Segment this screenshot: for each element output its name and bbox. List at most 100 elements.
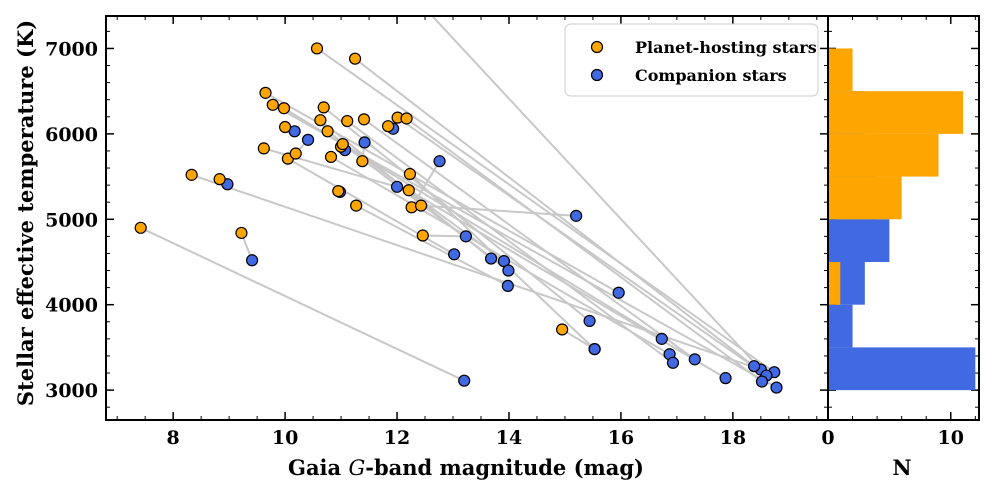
host-star-point	[259, 86, 272, 99]
host-star-point	[416, 229, 429, 242]
companion-star-point	[655, 332, 668, 345]
pair-link-line	[430, 16, 762, 371]
companion-star-point	[570, 209, 583, 222]
y-tick-label: 5000	[45, 209, 98, 231]
host-star-point	[185, 168, 198, 181]
histogram-bars	[828, 48, 976, 391]
host-star-point	[415, 199, 428, 212]
pair-link-line	[346, 120, 674, 364]
companion-star-point	[245, 254, 259, 267]
host-star-point	[341, 114, 354, 128]
host-histogram-bar	[828, 261, 841, 305]
x-tick-label: 18	[720, 427, 746, 449]
tick-labels: 8 10 12 14 16 18 3000 4000 5000 6000 7000 0 10	[45, 38, 964, 449]
host-star-point	[357, 113, 371, 126]
companion-star-point	[588, 343, 601, 356]
host-histogram-bar	[828, 176, 902, 220]
host-star-point	[317, 101, 330, 114]
host-star-point	[134, 221, 147, 234]
y-tick-label: 3000	[45, 380, 98, 402]
host-star-point	[314, 114, 327, 127]
companion-star-point	[770, 381, 783, 394]
x-axis-title-suffix: -band magnitude (mag)	[365, 455, 644, 480]
pair-link-line	[316, 47, 775, 373]
host-star-point	[257, 142, 270, 155]
host-star-point	[356, 155, 369, 168]
x-axis-title-var: G	[348, 456, 365, 480]
x-tick-label: 10	[272, 427, 298, 449]
host-histogram-bar	[828, 133, 939, 177]
companion-histogram-bar	[828, 304, 853, 348]
host-star-point	[321, 125, 334, 138]
pair-link-line	[397, 116, 768, 377]
companion-star-point	[502, 264, 515, 277]
companion-star-point	[358, 136, 371, 149]
y-axis-title: Stellar effective temperature (K)	[13, 20, 38, 406]
pair-link-line	[405, 117, 763, 383]
x-axis-title: Gaia G-band magnitude (mag)	[288, 455, 644, 480]
companion-histogram-bar	[828, 219, 890, 262]
x-tick-label: 16	[608, 427, 634, 449]
legend-marker-host	[590, 40, 604, 54]
legend-marker-companion	[590, 68, 604, 82]
companion-star-point	[448, 248, 461, 261]
host-star-point	[400, 112, 413, 125]
companion-star-point	[459, 230, 472, 243]
host-star-point	[289, 147, 302, 160]
companion-star-point	[583, 314, 596, 328]
hist-x-tick-label: 0	[821, 427, 834, 449]
pair-link-line	[355, 204, 509, 287]
host-star-point	[348, 52, 362, 65]
pair-link-line	[354, 57, 755, 367]
host-star-point	[402, 184, 415, 197]
host-star-point	[277, 102, 291, 115]
legend-label-companion: Companion stars	[635, 66, 787, 85]
pair-link-line	[140, 226, 465, 382]
x-tick-label: 12	[384, 427, 410, 449]
host-star-point	[556, 323, 569, 336]
host-star-point	[235, 226, 248, 240]
companion-star-point	[301, 133, 315, 146]
axes-frames	[105, 15, 980, 421]
companion-star-point	[666, 356, 680, 369]
x-tick-label: 14	[496, 427, 522, 449]
host-histogram-bar	[828, 48, 853, 92]
legend-box	[564, 23, 819, 97]
legend: Planet-hosting stars Companion stars	[564, 23, 819, 97]
pair-link-line	[421, 204, 577, 217]
host-star-point	[350, 199, 363, 212]
pair-link-line	[330, 156, 671, 356]
host-star-point	[266, 98, 279, 111]
scatter-points	[134, 42, 783, 394]
host-histogram-bar	[828, 91, 964, 134]
host-star-point	[332, 184, 345, 198]
histogram-x-axis-title: N	[892, 455, 911, 480]
legend-label-host: Planet-hosting stars	[635, 38, 817, 57]
host-star-point	[336, 138, 349, 151]
x-tick-label: 8	[167, 427, 180, 449]
companion-star-point	[688, 353, 701, 366]
companion-star-point	[433, 155, 446, 168]
hist-x-tick-label: 10	[938, 427, 964, 449]
pair-link-line	[408, 189, 727, 380]
companion-star-point	[748, 360, 761, 373]
pair-link-line	[422, 234, 466, 238]
host-star-point	[381, 120, 395, 133]
companion-star-point	[390, 180, 404, 193]
companion-histogram-bar	[828, 347, 976, 391]
companion-star-point	[484, 252, 498, 265]
host-star-point	[310, 42, 324, 55]
histogram-frame	[827, 15, 980, 421]
host-star-point	[213, 173, 226, 186]
y-tick-label: 7000	[45, 38, 98, 60]
host-star-point	[279, 120, 292, 134]
companion-star-point	[612, 286, 625, 299]
pair-link-line	[363, 118, 696, 361]
host-star-point	[324, 150, 338, 164]
y-tick-label: 6000	[45, 124, 98, 146]
pair-link-line	[410, 160, 441, 208]
companion-star-point	[458, 374, 471, 387]
companion-star-point	[719, 372, 732, 385]
companion-star-point	[755, 375, 769, 388]
